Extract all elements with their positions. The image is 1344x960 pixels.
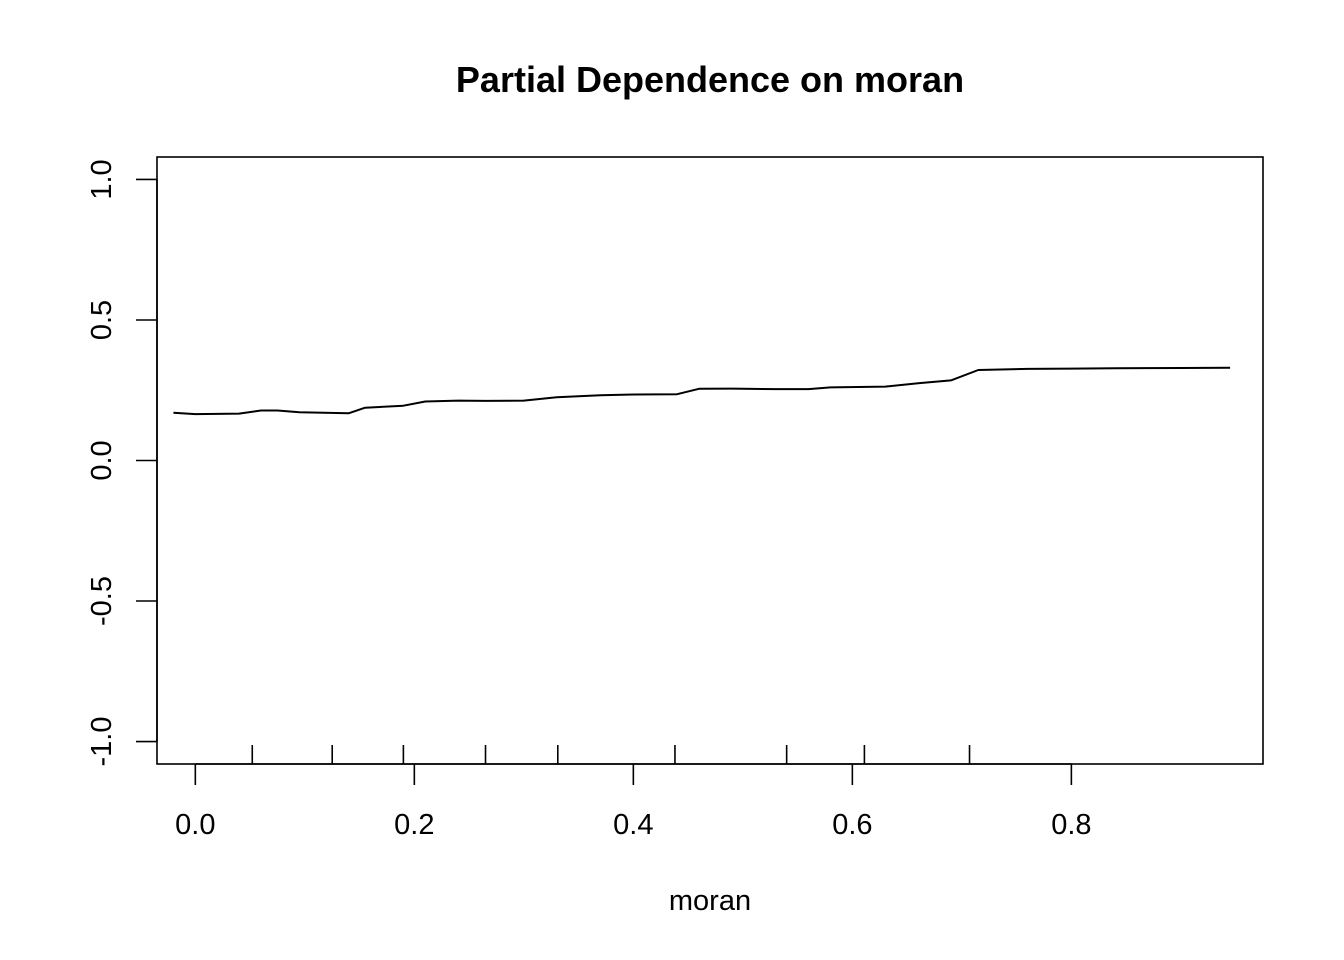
- y-tick-label: 1.0: [86, 159, 118, 199]
- y-axis: -1.0 -0.5 0.0 0.5 1.0: [86, 159, 158, 767]
- series-group: [173, 366, 1231, 416]
- x-tick-label: 0.4: [613, 809, 653, 841]
- x-tick-label: 0.6: [832, 809, 872, 841]
- y-tick-label: 0.5: [86, 300, 118, 340]
- chart-title: Partial Dependence on moran: [456, 59, 964, 100]
- x-tick-label: 0.8: [1051, 809, 1091, 841]
- x-tick-label: 0.2: [394, 809, 434, 841]
- rug-marks: [251, 745, 971, 764]
- plot-frame: [156, 156, 1264, 765]
- y-tick-label: -1.0: [86, 717, 118, 767]
- x-axis: 0.0 0.2 0.4 0.6 0.8: [175, 763, 1092, 841]
- y-tick-label: -0.5: [86, 576, 118, 626]
- y-tick-label: 0.0: [86, 440, 118, 480]
- series-line: [173, 366, 1231, 416]
- x-tick-label: 0.0: [175, 809, 215, 841]
- x-axis-label: moran: [669, 885, 751, 917]
